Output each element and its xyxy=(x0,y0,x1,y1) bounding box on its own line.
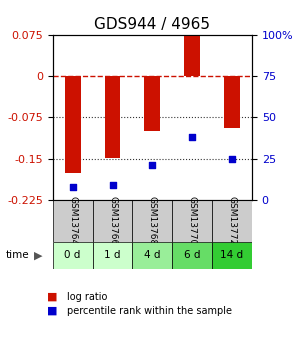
Point xyxy=(150,162,155,168)
FancyBboxPatch shape xyxy=(93,200,132,242)
Bar xyxy=(224,76,240,128)
Point xyxy=(70,184,75,190)
Text: GSM13772: GSM13772 xyxy=(228,196,236,245)
Text: ▶: ▶ xyxy=(34,250,42,260)
FancyBboxPatch shape xyxy=(93,241,132,269)
Point xyxy=(190,135,195,140)
Text: 4 d: 4 d xyxy=(144,250,161,260)
FancyBboxPatch shape xyxy=(172,200,212,242)
Text: ■: ■ xyxy=(47,292,57,302)
Text: 14 d: 14 d xyxy=(221,250,243,260)
Text: GSM13768: GSM13768 xyxy=(148,196,157,245)
Bar xyxy=(105,76,120,158)
FancyBboxPatch shape xyxy=(53,200,93,242)
FancyBboxPatch shape xyxy=(53,241,93,269)
Bar xyxy=(65,76,81,172)
Text: 1 d: 1 d xyxy=(104,250,121,260)
FancyBboxPatch shape xyxy=(172,241,212,269)
FancyBboxPatch shape xyxy=(212,200,252,242)
Text: time: time xyxy=(6,250,30,260)
FancyBboxPatch shape xyxy=(132,200,172,242)
Text: 6 d: 6 d xyxy=(184,250,200,260)
Point xyxy=(230,156,234,161)
Bar xyxy=(144,76,160,131)
Text: GSM13770: GSM13770 xyxy=(188,196,197,245)
Point xyxy=(110,183,115,188)
Text: log ratio: log ratio xyxy=(67,292,108,302)
Text: percentile rank within the sample: percentile rank within the sample xyxy=(67,306,232,315)
Text: GSM13766: GSM13766 xyxy=(108,196,117,245)
Text: 0 d: 0 d xyxy=(64,250,81,260)
Text: ■: ■ xyxy=(47,306,57,315)
FancyBboxPatch shape xyxy=(212,241,252,269)
Bar xyxy=(184,36,200,76)
Title: GDS944 / 4965: GDS944 / 4965 xyxy=(94,17,210,32)
Text: GSM13764: GSM13764 xyxy=(68,196,77,245)
FancyBboxPatch shape xyxy=(132,241,172,269)
